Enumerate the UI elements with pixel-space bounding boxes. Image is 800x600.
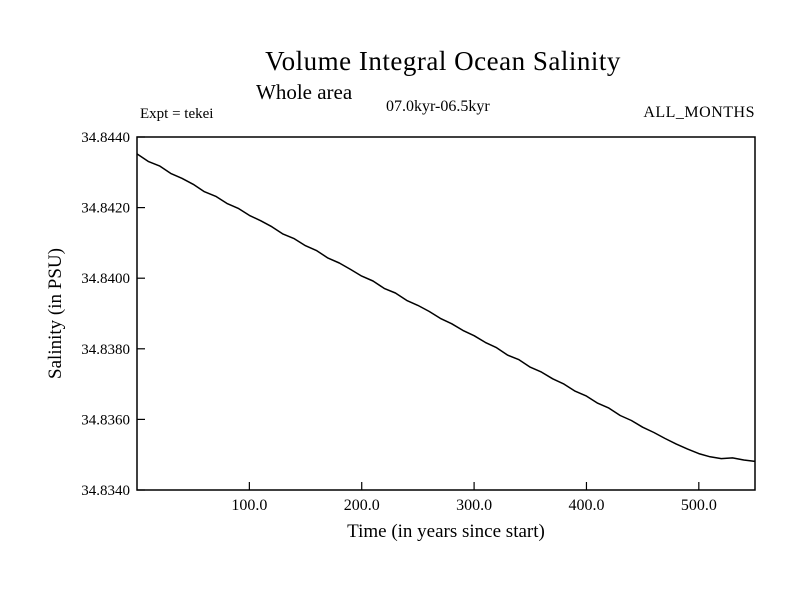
plot-frame xyxy=(136,136,756,491)
x-tick-label: 400.0 xyxy=(568,497,604,514)
y-tick-label: 34.8440 xyxy=(81,130,130,146)
y-tick-label: 34.8420 xyxy=(81,201,130,217)
period-label: 07.0kyr-06.5kyr xyxy=(386,98,490,115)
salinity-series-line xyxy=(136,153,756,463)
y-tick-label: 34.8340 xyxy=(81,483,130,499)
y-tick-label: 34.8360 xyxy=(81,412,130,428)
chart-title: Volume Integral Ocean Salinity xyxy=(265,46,621,76)
experiment-label: Expt = tekei xyxy=(140,106,214,122)
months-label: ALL_MONTHS xyxy=(643,104,755,121)
chart-subtitle: Whole area xyxy=(256,80,353,104)
y-tick-label: 34.8380 xyxy=(81,342,130,358)
x-tick-label: 300.0 xyxy=(456,497,492,514)
x-tick-label: 200.0 xyxy=(344,497,380,514)
x-axis-title: Time (in years since start) xyxy=(347,521,545,542)
y-axis-title: Salinity (in PSU) xyxy=(45,248,66,379)
y-tick-label: 34.8400 xyxy=(81,271,130,287)
x-tick-label: 500.0 xyxy=(681,497,717,514)
x-tick-label: 100.0 xyxy=(231,497,267,514)
